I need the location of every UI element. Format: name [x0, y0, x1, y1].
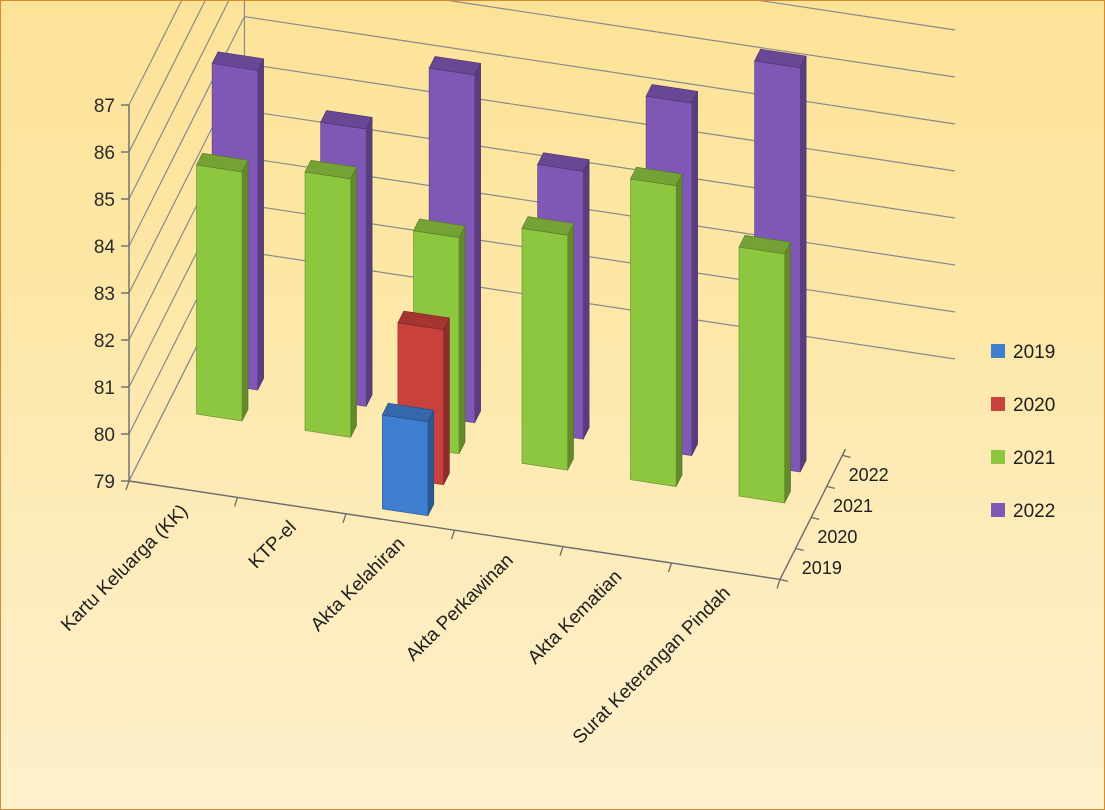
bar-side [365, 117, 373, 407]
gridline [128, 1, 182, 106]
bar-top [754, 48, 807, 69]
legend: 2019 2020 2021 2022 [991, 342, 1055, 522]
legend-item: 2021 [991, 448, 1055, 469]
legend-swatch [991, 397, 1005, 411]
depth-tick-mark [811, 516, 820, 521]
bar-side [350, 167, 357, 438]
x-tick-mark [450, 529, 456, 540]
bar-top [397, 310, 450, 331]
bar-top [537, 152, 590, 172]
bar-2021-3 [521, 216, 574, 471]
bar-front [196, 164, 243, 422]
x-tick-mark [125, 480, 130, 491]
depth-tick-mark [779, 578, 789, 583]
bar-top [738, 234, 791, 255]
legend-swatch [991, 344, 1005, 358]
x-tick-label: KTP-el [245, 517, 301, 573]
bar-2021-5 [738, 234, 791, 504]
x-tick-mark [233, 497, 239, 507]
bar-top [521, 216, 574, 236]
x-tick-label: Akta Perkawinan [402, 550, 518, 666]
bar-2021-0 [196, 152, 249, 422]
bar-top [196, 152, 249, 173]
x-tick-label: Akta Kelahiran [307, 534, 409, 636]
y-tick-label: 79 [94, 472, 115, 493]
y-tick-label: 86 [94, 143, 115, 164]
y-tick-label: 81 [94, 378, 115, 399]
bar-top [645, 84, 699, 104]
bar-side [784, 242, 791, 504]
depth-tick-label: 2022 [849, 465, 889, 485]
bar-2019-2 [381, 402, 435, 517]
axes [121, 1, 851, 589]
y-tick-label: 80 [94, 425, 115, 446]
x-tick-mark [342, 513, 347, 524]
bar-top [304, 159, 357, 180]
bar-2021-1 [304, 159, 357, 438]
bar-side [241, 160, 249, 422]
y-tick-label: 83 [94, 284, 115, 305]
bar-top [428, 56, 482, 76]
y-tick-label: 87 [94, 96, 115, 117]
bar-front [304, 171, 351, 438]
bar-side [458, 225, 466, 454]
bars [196, 48, 807, 517]
bar-front [630, 178, 677, 487]
depth-tick-label: 2019 [802, 558, 842, 578]
legend-item: 2020 [991, 395, 1055, 416]
gridline [128, 1, 956, 153]
bar-side [799, 55, 807, 473]
bar-top [320, 110, 373, 130]
bar-side [691, 91, 698, 456]
x-tick-label: Kartu Keluarga (KK) [57, 501, 192, 636]
y-tick-label: 85 [94, 190, 115, 211]
x-tick-mark [559, 546, 564, 556]
x-tick-label: Akta Kematian [524, 566, 626, 668]
legend-item: 2022 [991, 501, 1055, 522]
bar-side [443, 317, 450, 485]
y-tick-label: 82 [94, 331, 115, 352]
bar-side [567, 223, 574, 471]
bar-side [427, 409, 435, 516]
bar-front [738, 246, 785, 504]
bar-side [675, 173, 683, 487]
bar-2021-4 [630, 166, 683, 487]
legend-swatch [991, 450, 1005, 464]
bar-side [474, 63, 481, 423]
gridline [128, 1, 956, 200]
depth-tick-mark [795, 547, 804, 552]
x-tick-mark [667, 562, 673, 573]
depth-tick-label: 2021 [833, 496, 873, 516]
bar-top [211, 51, 265, 71]
legend-label: 2020 [1013, 395, 1055, 416]
bar-top [381, 402, 435, 423]
y-tick-label: 84 [94, 237, 116, 258]
depth-tick-mark [842, 454, 851, 459]
legend-label: 2021 [1013, 448, 1055, 469]
legend-label: 2022 [1013, 501, 1055, 522]
bar-front [521, 227, 568, 471]
legend-item: 2019 [991, 342, 1055, 363]
depth-axis-line [779, 448, 847, 580]
bar-top [630, 166, 683, 187]
bar-front [381, 414, 429, 517]
bar-top [413, 218, 466, 238]
legend-swatch [991, 503, 1005, 517]
legend-label: 2019 [1013, 342, 1055, 363]
depth-tick-label: 2020 [817, 527, 857, 547]
bar-side [582, 159, 590, 440]
x-tick-mark [776, 579, 781, 589]
bar-side [257, 58, 264, 391]
depth-tick-mark [826, 485, 835, 490]
